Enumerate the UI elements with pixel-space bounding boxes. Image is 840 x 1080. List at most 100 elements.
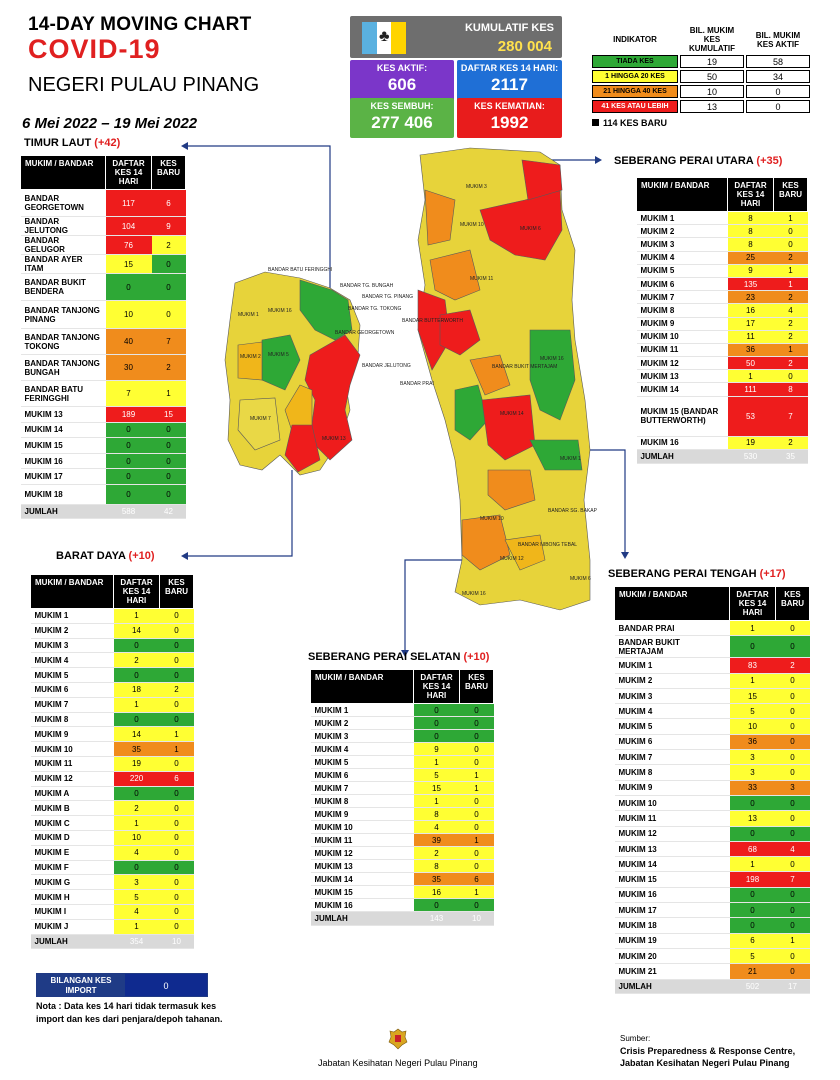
table-total-row: JUMLAH 530 35 (636, 449, 808, 464)
row-daftar: 0 (105, 453, 152, 470)
row-mukim: MUKIM 10 (30, 741, 114, 757)
row-mukim: MUKIM 7 (636, 290, 728, 305)
row-mukim: MUKIM 13 (614, 841, 730, 858)
row-baru: 6 (459, 872, 494, 886)
col-mukim: MUKIM / BANDAR (636, 177, 728, 212)
row-baru: 0 (159, 874, 194, 891)
col-baru: KES BARU (151, 155, 186, 190)
map-label: BANDAR TG. BUNGAH (340, 283, 394, 289)
row-baru: 0 (775, 810, 810, 827)
row-mukim: MUKIM 11 (614, 810, 730, 827)
row-baru: 0 (459, 755, 494, 769)
row-baru: 0 (775, 917, 810, 934)
row-daftar: 36 (729, 734, 776, 751)
table-row: MUKIM 11 39 1 (310, 833, 494, 847)
svg-text:MUKIM 1: MUKIM 1 (238, 312, 259, 318)
row-baru: 0 (159, 712, 194, 728)
row-daftar: 8 (727, 224, 774, 239)
row-baru: 7 (775, 871, 810, 888)
row-baru: 15 (151, 406, 186, 423)
row-mukim: MUKIM 16 (636, 436, 728, 450)
row-daftar: 189 (105, 406, 152, 423)
row-daftar: 19 (113, 756, 160, 772)
kpi-kumulatif-label: KUMULATIF KES (464, 22, 554, 34)
row-baru: 0 (773, 224, 808, 239)
table-row: MUKIM 10 11 2 (636, 330, 808, 344)
row-daftar: 68 (729, 841, 776, 858)
col-baru: KES BARU (459, 669, 494, 704)
total-daftar: 530 (727, 449, 774, 464)
table-total-row: JUMLAH 354 10 (30, 934, 194, 949)
row-baru: 4 (775, 841, 810, 858)
table-row: MUKIM 5 10 0 (614, 718, 810, 735)
date-range: 6 Mei 2022 – 19 Mei 2022 (22, 115, 198, 132)
row-daftar: 5 (413, 768, 460, 782)
row-daftar: 1 (113, 608, 160, 624)
kpi-daftar14-value: 2117 (491, 75, 528, 94)
row-mukim: MUKIM 12 (636, 356, 728, 371)
row-baru: 0 (775, 688, 810, 705)
row-baru: 0 (151, 273, 186, 301)
row-daftar: 10 (113, 830, 160, 846)
row-daftar: 111 (727, 382, 774, 397)
indicator-label: 41 KES ATAU LEBIH (592, 100, 678, 113)
total-label: JUMLAH (636, 449, 728, 464)
row-mukim: MUKIM 4 (636, 251, 728, 265)
svg-text:MUKIM 13: MUKIM 13 (322, 436, 346, 442)
row-mukim: MUKIM 8 (310, 794, 414, 808)
row-daftar: 0 (413, 703, 460, 717)
row-daftar: 5 (113, 889, 160, 905)
row-daftar: 1 (113, 815, 160, 831)
row-daftar: 0 (413, 898, 460, 912)
row-baru: 1 (159, 741, 194, 757)
chart-heading: 14-DAY MOVING CHART (28, 14, 252, 35)
table-row: MUKIM 20 5 0 (614, 948, 810, 965)
row-baru: 0 (159, 830, 194, 846)
row-mukim: MUKIM 10 (614, 795, 730, 812)
table-row: BANDAR JELUTONG 104 9 (20, 216, 186, 236)
table-row: MUKIM 18 0 0 (20, 484, 186, 505)
source-line2: Jabatan Kesihatan Negeri Pulau Pinang (620, 1058, 790, 1068)
row-mukim: MUKIM 19 (614, 933, 730, 949)
row-daftar: 36 (727, 343, 774, 358)
row-mukim: MUKIM 16 (614, 887, 730, 904)
total-baru: 42 (151, 504, 186, 519)
row-mukim: BANDAR JELUTONG (20, 216, 106, 236)
row-mukim: MUKIM 6 (636, 277, 728, 292)
map-label: BANDAR SG. BAKAP (548, 508, 598, 514)
row-mukim: MUKIM B (30, 800, 114, 817)
row-mukim: MUKIM 3 (636, 237, 728, 252)
row-daftar: 1 (729, 673, 776, 689)
row-daftar: 0 (113, 860, 160, 876)
row-baru: 1 (459, 768, 494, 782)
row-baru: 0 (159, 800, 194, 817)
kpi-kematian-value: 1992 (490, 113, 529, 132)
row-mukim: MUKIM 2 (30, 623, 114, 639)
row-mukim: MUKIM 3 (30, 638, 114, 654)
row-mukim: MUKIM C (30, 815, 114, 831)
row-daftar: 1 (727, 369, 774, 384)
row-daftar: 1 (413, 755, 460, 769)
import-label: BILANGAN KES IMPORT (37, 974, 125, 996)
row-mukim: BANDAR BUKIT MERTAJAM (614, 635, 730, 659)
table-row: MUKIM 8 16 4 (636, 303, 808, 318)
row-baru: 0 (159, 652, 194, 669)
import-value: 0 (125, 974, 207, 996)
row-mukim: MUKIM 9 (310, 807, 414, 821)
row-mukim: MUKIM 7 (614, 749, 730, 766)
col-daftar: DAFTAR KES 14 HARI (105, 155, 152, 190)
row-baru: 0 (459, 729, 494, 743)
row-daftar: 15 (729, 688, 776, 705)
row-daftar: 0 (729, 917, 776, 934)
col-daftar: DAFTAR KES 14 HARI (727, 177, 774, 212)
